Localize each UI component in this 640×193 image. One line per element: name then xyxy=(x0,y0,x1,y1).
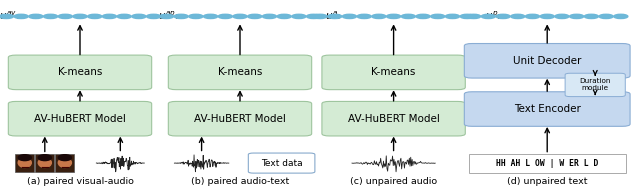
Circle shape xyxy=(248,14,262,19)
FancyBboxPatch shape xyxy=(56,154,74,172)
Circle shape xyxy=(204,14,218,19)
Circle shape xyxy=(307,14,321,19)
Text: K-means: K-means xyxy=(218,67,262,77)
FancyBboxPatch shape xyxy=(15,154,34,172)
Text: $u^{ap}$:: $u^{ap}$: xyxy=(158,10,179,22)
Text: HH AH L OW | W ER L D: HH AH L OW | W ER L D xyxy=(496,159,598,168)
Circle shape xyxy=(614,14,628,19)
FancyBboxPatch shape xyxy=(35,154,54,172)
Text: AV-HuBERT Model: AV-HuBERT Model xyxy=(348,114,440,124)
Circle shape xyxy=(262,14,276,19)
Circle shape xyxy=(481,14,495,19)
Ellipse shape xyxy=(58,155,72,161)
Circle shape xyxy=(372,14,386,19)
Circle shape xyxy=(14,14,28,19)
Text: Text Encoder: Text Encoder xyxy=(514,104,580,114)
Circle shape xyxy=(44,14,58,19)
Text: $u^{av}$:: $u^{av}$: xyxy=(0,10,19,22)
Circle shape xyxy=(218,14,232,19)
Circle shape xyxy=(357,14,371,19)
FancyBboxPatch shape xyxy=(465,44,630,78)
Circle shape xyxy=(387,14,401,19)
Ellipse shape xyxy=(38,158,51,167)
Text: K-means: K-means xyxy=(58,67,102,77)
FancyBboxPatch shape xyxy=(168,102,312,136)
Circle shape xyxy=(132,14,146,19)
Circle shape xyxy=(570,14,584,19)
Circle shape xyxy=(102,14,116,19)
Circle shape xyxy=(599,14,613,19)
Text: AV-HuBERT Model: AV-HuBERT Model xyxy=(34,114,126,124)
Circle shape xyxy=(292,14,306,19)
Circle shape xyxy=(555,14,569,19)
Circle shape xyxy=(233,14,247,19)
Text: K-means: K-means xyxy=(371,67,416,77)
Ellipse shape xyxy=(38,155,51,161)
Circle shape xyxy=(189,14,203,19)
Circle shape xyxy=(0,14,13,19)
Circle shape xyxy=(511,14,525,19)
Ellipse shape xyxy=(58,158,72,167)
Circle shape xyxy=(460,14,474,19)
Circle shape xyxy=(467,14,481,19)
Circle shape xyxy=(496,14,510,19)
FancyBboxPatch shape xyxy=(322,102,465,136)
Text: Unit Decoder: Unit Decoder xyxy=(513,56,581,66)
FancyBboxPatch shape xyxy=(8,55,152,90)
Text: (b) paired audio-text: (b) paired audio-text xyxy=(191,177,289,186)
Text: $u^{a}$:: $u^{a}$: xyxy=(325,10,341,22)
Circle shape xyxy=(73,14,87,19)
FancyBboxPatch shape xyxy=(8,102,152,136)
Text: Duration
module: Duration module xyxy=(579,78,611,91)
Text: (c) unpaired audio: (c) unpaired audio xyxy=(350,177,437,186)
Circle shape xyxy=(58,14,72,19)
Circle shape xyxy=(445,14,460,19)
FancyBboxPatch shape xyxy=(168,55,312,90)
Text: AV-HuBERT Model: AV-HuBERT Model xyxy=(194,114,286,124)
Circle shape xyxy=(584,14,598,19)
FancyBboxPatch shape xyxy=(322,55,465,90)
Circle shape xyxy=(159,14,173,19)
Ellipse shape xyxy=(18,155,31,161)
Text: (a) paired visual-audio: (a) paired visual-audio xyxy=(27,177,133,186)
Circle shape xyxy=(328,14,342,19)
Circle shape xyxy=(88,14,102,19)
Circle shape xyxy=(29,14,43,19)
FancyBboxPatch shape xyxy=(468,154,626,173)
FancyBboxPatch shape xyxy=(248,153,315,173)
Circle shape xyxy=(174,14,188,19)
Circle shape xyxy=(313,14,327,19)
Ellipse shape xyxy=(18,158,31,167)
Circle shape xyxy=(117,14,131,19)
Circle shape xyxy=(540,14,554,19)
FancyBboxPatch shape xyxy=(565,73,625,96)
Text: Text data: Text data xyxy=(260,159,303,168)
FancyBboxPatch shape xyxy=(465,92,630,126)
Circle shape xyxy=(342,14,356,19)
Circle shape xyxy=(147,14,161,19)
Circle shape xyxy=(525,14,540,19)
Text: $u^{p}$:: $u^{p}$: xyxy=(484,10,501,22)
Text: (d) unpaired text: (d) unpaired text xyxy=(507,177,588,186)
Circle shape xyxy=(416,14,430,19)
Circle shape xyxy=(431,14,445,19)
Circle shape xyxy=(277,14,291,19)
Circle shape xyxy=(401,14,415,19)
